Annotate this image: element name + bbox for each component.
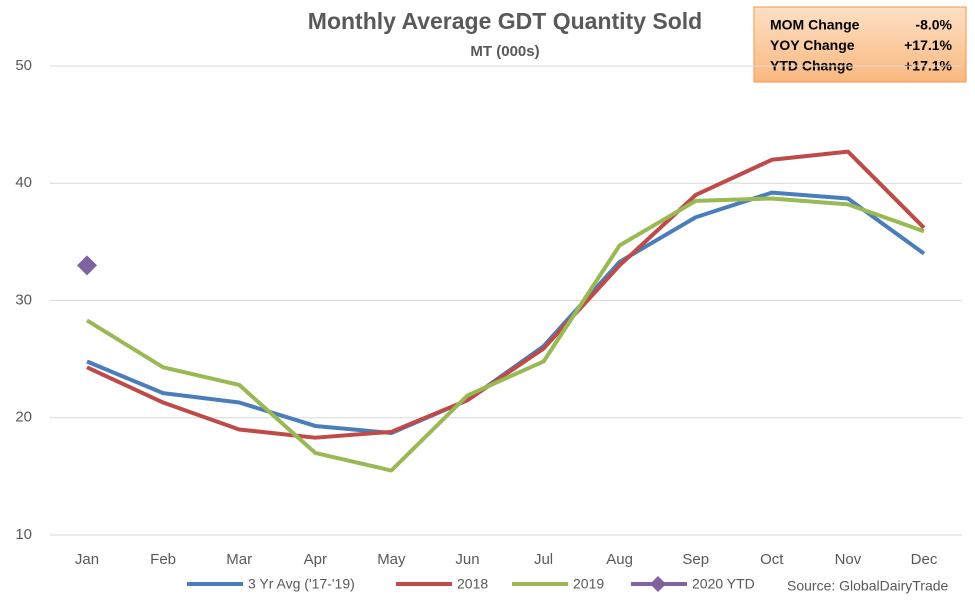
- x-tick-label: Jun: [455, 551, 479, 568]
- y-tick-label: 20: [15, 409, 32, 426]
- summary-value: +17.1%: [904, 37, 952, 53]
- legend-label: 2018: [457, 576, 488, 592]
- data-point: [77, 255, 97, 276]
- x-tick-label: Jul: [534, 551, 553, 568]
- x-tick-label: Dec: [911, 551, 938, 568]
- legend-marker: [650, 576, 666, 592]
- x-tick-label: Mar: [226, 551, 252, 568]
- x-tick-label: Sep: [682, 551, 709, 568]
- y-tick-label: 50: [15, 57, 32, 74]
- summary-value: -8.0%: [915, 17, 952, 33]
- source-note: Source: GlobalDairyTrade: [787, 578, 949, 594]
- y-tick-label: 40: [15, 174, 32, 191]
- x-tick-label: Feb: [150, 551, 176, 568]
- legend-label: 2020 YTD: [692, 576, 755, 592]
- summary-label: YOY Change: [770, 37, 855, 53]
- x-tick-label: Jan: [75, 551, 99, 568]
- legend-label: 2019: [573, 576, 604, 592]
- x-tick-label: Oct: [760, 551, 784, 568]
- series-line: [86, 149, 926, 440]
- summary-box-bg: [753, 6, 967, 83]
- x-tick-label: Apr: [304, 551, 327, 568]
- summary-label: MOM Change: [770, 17, 860, 33]
- x-tick-label: Aug: [606, 551, 633, 568]
- x-tick-label: Nov: [835, 551, 862, 568]
- chart-title: Monthly Average GDT Quantity Sold: [308, 8, 702, 34]
- chart-subtitle: MT (000s): [470, 43, 539, 60]
- legend-label: 3 Yr Avg ('17-'19): [248, 576, 355, 592]
- y-tick-label: 30: [15, 291, 32, 308]
- series-line: [85, 196, 925, 473]
- series-line: [86, 190, 926, 435]
- x-tick-label: May: [377, 551, 406, 568]
- summary-box: MOM Change -8.0%YOY Change +17.1%YTD Chang…: [753, 6, 967, 83]
- y-tick-label: 10: [15, 526, 32, 543]
